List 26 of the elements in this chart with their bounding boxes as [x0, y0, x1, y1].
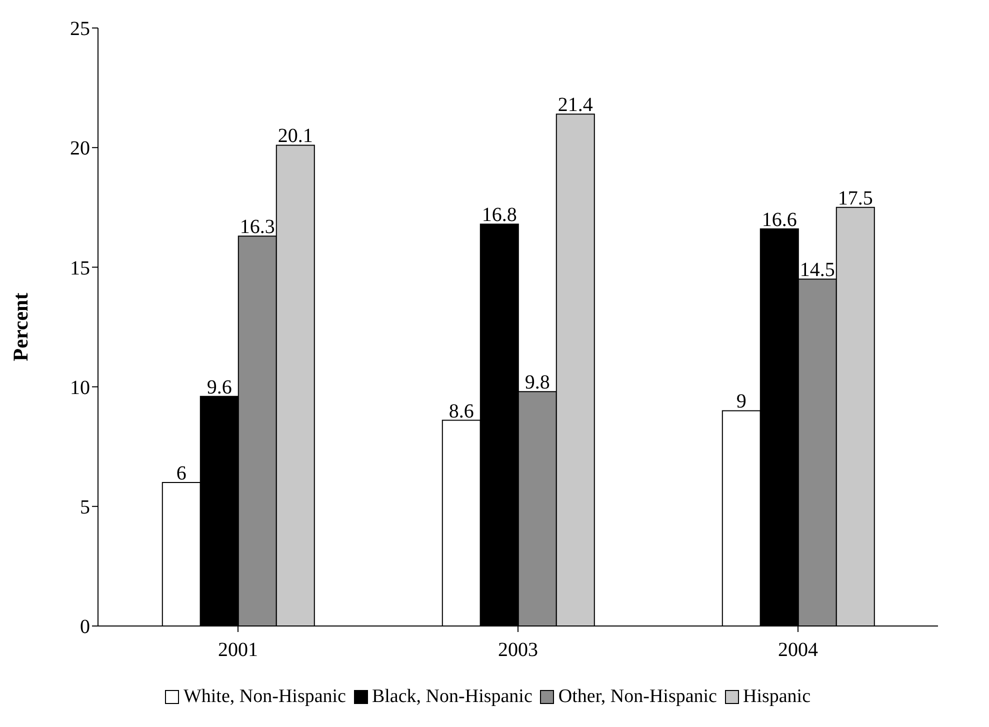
y-tick-label: 20	[70, 138, 90, 160]
legend-label: Black, Non-Hispanic	[370, 686, 532, 708]
y-axis-title: Percent	[8, 292, 32, 362]
data-label: 6	[176, 462, 186, 484]
data-label: 16.8	[482, 204, 517, 226]
x-tick-label: 2004	[778, 639, 818, 662]
legend-label: Other, Non-Hispanic	[557, 686, 717, 708]
data-label: 9	[736, 390, 746, 413]
data-label: 9.6	[206, 376, 232, 398]
y-tick-label: 15	[70, 257, 90, 280]
y-tick-label: 0	[80, 616, 90, 638]
data-label: 14.5	[800, 259, 835, 282]
data-label: 17.5	[838, 187, 873, 210]
data-label: 20.1	[278, 125, 313, 148]
data-label: 21.4	[558, 94, 593, 116]
data-label: 9.8	[524, 372, 550, 394]
data-label: 8.6	[448, 400, 474, 422]
legend-label: White, Non-Hispanic	[182, 686, 346, 708]
x-tick-label: 2003	[498, 639, 538, 662]
y-tick-label: 25	[70, 18, 90, 40]
x-tick-label: 2001	[218, 639, 258, 662]
y-tick-label: 5	[80, 496, 90, 518]
legend-label: Hispanic	[742, 686, 811, 708]
y-tick-label: 10	[70, 376, 90, 399]
data-label: 16.3	[240, 216, 275, 238]
data-label: 16.6	[762, 208, 797, 231]
